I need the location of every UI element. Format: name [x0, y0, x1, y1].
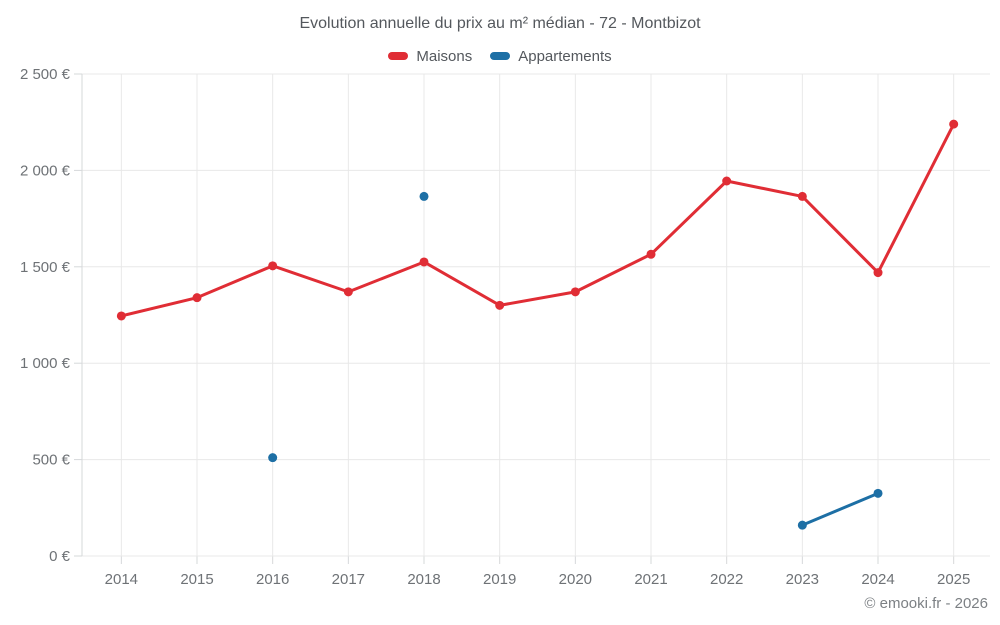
x-axis-label: 2015 [180, 571, 213, 588]
chart-legend: Maisons Appartements [0, 46, 1000, 66]
series-line-maisons [725, 179, 804, 198]
series-line-maisons [119, 296, 199, 318]
appartements-color-swatch-icon [490, 52, 511, 60]
x-axis-label: 2016 [256, 571, 289, 588]
data-point-maisons-2019[interactable] [495, 300, 505, 310]
data-point-appartements-2018[interactable] [419, 191, 429, 201]
data-point-maisons-2022[interactable] [722, 176, 732, 186]
data-point-maisons-2015[interactable] [192, 293, 202, 303]
series-line-maisons [573, 252, 653, 294]
data-point-maisons-2018[interactable] [419, 257, 429, 267]
y-axis-label: 0 € [49, 548, 71, 565]
chart-title: Evolution annuelle du prix au m² médian … [299, 15, 701, 32]
series-line-maisons [649, 179, 729, 256]
legend-item-appartements[interactable]: Appartements [490, 47, 612, 65]
data-point-maisons-2014[interactable] [116, 311, 126, 321]
data-point-maisons-2017[interactable] [343, 287, 353, 297]
series-line-maisons [498, 290, 577, 307]
y-axis-label: 1 000 € [20, 355, 71, 372]
data-point-maisons-2025[interactable] [949, 119, 959, 129]
y-axis-label: 2 000 € [20, 162, 71, 179]
x-axis-label: 2024 [861, 571, 894, 588]
series-line-maisons [346, 260, 426, 294]
x-axis-label: 2022 [710, 571, 743, 588]
x-axis-label: 2014 [105, 571, 138, 588]
y-axis-label: 500 € [32, 452, 70, 469]
data-point-appartements-2016[interactable] [268, 453, 278, 463]
x-axis-label: 2025 [937, 571, 970, 588]
maisons-color-swatch-icon [388, 52, 409, 60]
series-line-maisons [271, 264, 350, 294]
x-axis-label: 2023 [786, 571, 819, 588]
data-point-appartements-2024[interactable] [873, 488, 883, 498]
x-axis-label: 2021 [634, 571, 667, 588]
data-point-maisons-2020[interactable] [570, 287, 580, 297]
data-point-appartements-2023[interactable] [797, 520, 807, 530]
series-line-maisons [422, 260, 502, 307]
series-line-appartements [800, 491, 880, 527]
x-axis-label: 2018 [407, 571, 440, 588]
data-point-maisons-2024[interactable] [873, 268, 883, 278]
y-axis-label: 1 500 € [20, 259, 71, 276]
x-axis-label: 2017 [332, 571, 365, 588]
series-line-maisons [800, 194, 880, 275]
x-axis-label: 2020 [559, 571, 592, 588]
data-point-maisons-2021[interactable] [646, 249, 656, 259]
y-axis-label: 2 500 € [20, 66, 71, 83]
legend-label-maisons: Maisons [416, 47, 473, 65]
series-line-maisons [195, 264, 275, 300]
data-point-maisons-2023[interactable] [797, 191, 807, 201]
legend-label-appartements: Appartements [518, 47, 612, 65]
legend-item-maisons[interactable]: Maisons [388, 48, 472, 65]
x-axis-label: 2019 [483, 571, 516, 588]
series-line-maisons [876, 122, 956, 275]
data-point-maisons-2016[interactable] [268, 261, 278, 271]
copyright-watermark: © emooki.fr - 2026 [864, 595, 988, 612]
